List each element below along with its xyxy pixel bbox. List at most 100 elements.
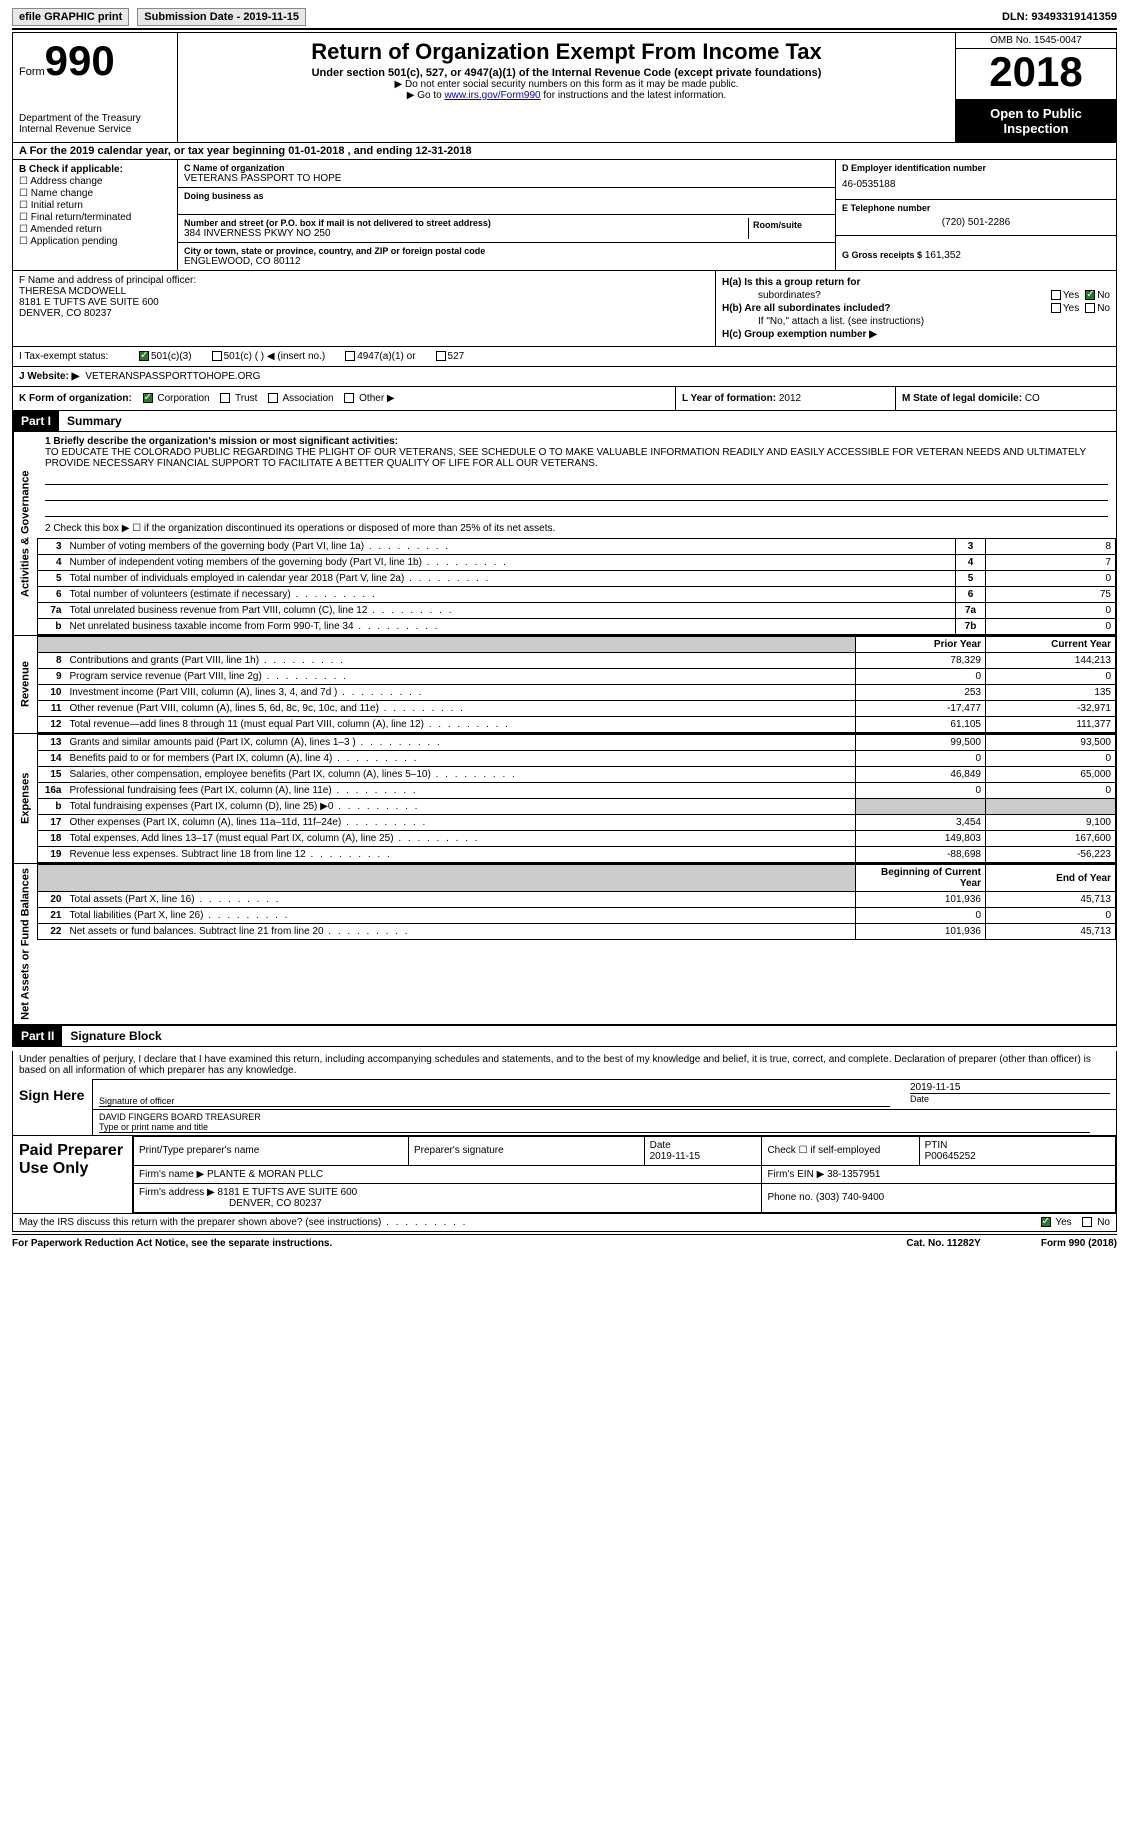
prep-date: 2019-11-15 bbox=[650, 1151, 700, 1162]
form-header: Form990 Department of the Treasury Inter… bbox=[12, 32, 1117, 143]
part1-badge: Part I bbox=[13, 411, 59, 431]
chk-corp[interactable] bbox=[143, 393, 153, 403]
box-m: M State of legal domicile: CO bbox=[896, 387, 1116, 410]
dept-line2: Internal Revenue Service bbox=[19, 124, 171, 135]
chk-initial[interactable]: ☐ Initial return bbox=[19, 200, 171, 211]
ptin-value: P00645252 bbox=[925, 1151, 976, 1162]
firm-addr-label: Firm's address ▶ bbox=[139, 1187, 215, 1198]
opt-corp: Corporation bbox=[157, 393, 209, 404]
may-irs-row: May the IRS discuss this return with the… bbox=[12, 1214, 1117, 1232]
form-org-label: K Form of organization: bbox=[19, 393, 132, 404]
may-irs-no[interactable] bbox=[1082, 1217, 1092, 1227]
box-c: C Name of organization VETERANS PASSPORT… bbox=[178, 160, 836, 270]
chk-amended[interactable]: ☐ Amended return bbox=[19, 224, 171, 235]
no-label2: No bbox=[1097, 303, 1110, 314]
note-post: for instructions and the latest informat… bbox=[541, 90, 727, 101]
tax-status-label: I Tax-exempt status: bbox=[19, 351, 139, 362]
governance-table: 3Number of voting members of the governi… bbox=[37, 538, 1116, 635]
chk-trust[interactable] bbox=[220, 393, 230, 403]
ha-label2: subordinates? bbox=[722, 290, 1051, 301]
note-link: ▶ Go to www.irs.gov/Form990 for instruct… bbox=[184, 90, 949, 101]
header-left: Form990 Department of the Treasury Inter… bbox=[13, 33, 178, 142]
submission-date: Submission Date - 2019-11-15 bbox=[137, 8, 306, 26]
opt-501c: 501(c) ( ) ◀ (insert no.) bbox=[224, 351, 326, 362]
street-value: 384 INVERNESS PKWY NO 250 bbox=[184, 228, 748, 239]
irs-link[interactable]: www.irs.gov/Form990 bbox=[444, 90, 540, 101]
prep-date-label: Date bbox=[650, 1140, 671, 1151]
opt-4947: 4947(a)(1) or bbox=[357, 351, 415, 362]
org-name-label: C Name of organization bbox=[184, 163, 829, 173]
self-employed-check[interactable]: Check ☐ if self-employed bbox=[762, 1136, 919, 1165]
note-pre: ▶ Go to bbox=[407, 90, 445, 101]
chk-501c3[interactable] bbox=[139, 351, 149, 361]
row-j: J Website: ▶ VETERANSPASSPORTTOHOPE.ORG bbox=[12, 367, 1117, 387]
chk-assoc[interactable] bbox=[268, 393, 278, 403]
form-footer: Form 990 (2018) bbox=[1041, 1238, 1117, 1249]
governance-block: Activities & Governance 1 Briefly descri… bbox=[12, 432, 1117, 636]
line2-text: 2 Check this box ▶ ☐ if the organization… bbox=[45, 523, 1108, 534]
hc-label: H(c) Group exemption number ▶ bbox=[722, 329, 877, 340]
sig-date: 2019-11-15 bbox=[910, 1082, 1110, 1093]
firm-name: PLANTE & MORAN PLLC bbox=[207, 1169, 323, 1180]
chk-pending[interactable]: ☐ Application pending bbox=[19, 236, 171, 247]
part1-title: Summary bbox=[59, 411, 130, 431]
chk-name[interactable]: ☐ Name change bbox=[19, 188, 171, 199]
city-value: ENGLEWOOD, CO 80112 bbox=[184, 256, 829, 267]
efile-print-button[interactable]: efile GRAPHIC print bbox=[12, 8, 129, 26]
phone-label: E Telephone number bbox=[842, 203, 1110, 213]
tax-year: 2018 bbox=[956, 49, 1116, 100]
hb-no-check[interactable] bbox=[1085, 303, 1095, 313]
ha-yes-check[interactable] bbox=[1051, 290, 1061, 300]
row-i: I Tax-exempt status: 501(c)(3) 501(c) ( … bbox=[12, 347, 1117, 367]
expenses-block: Expenses 13Grants and similar amounts pa… bbox=[12, 734, 1117, 864]
yes-label: Yes bbox=[1063, 290, 1079, 301]
form-title: Return of Organization Exempt From Incom… bbox=[184, 39, 949, 65]
chk-address[interactable]: ☐ Address change bbox=[19, 176, 171, 187]
date-label: Date bbox=[910, 1093, 1110, 1104]
chk-527[interactable] bbox=[436, 351, 446, 361]
officer-label: F Name and address of principal officer: bbox=[19, 275, 709, 286]
part2-badge: Part II bbox=[13, 1026, 62, 1046]
ha-no-check[interactable] bbox=[1085, 290, 1095, 300]
box-b-header: B Check if applicable: bbox=[19, 164, 171, 175]
room-label: Room/suite bbox=[749, 218, 829, 239]
part2-header-row: Part II Signature Block bbox=[12, 1025, 1117, 1047]
firm-addr2: DENVER, CO 80237 bbox=[139, 1198, 322, 1209]
box-b: B Check if applicable: ☐ Address change … bbox=[13, 160, 178, 270]
firm-addr1: 8181 E TUFTS AVE SUITE 600 bbox=[218, 1187, 358, 1198]
box-h: H(a) Is this a group return for subordin… bbox=[716, 271, 1116, 346]
chk-4947[interactable] bbox=[345, 351, 355, 361]
ein-label: D Employer identification number bbox=[842, 163, 1110, 173]
mission-text: TO EDUCATE THE COLORADO PUBLIC REGARDING… bbox=[45, 447, 1108, 469]
signature-block: Under penalties of perjury, I declare th… bbox=[12, 1051, 1117, 1136]
form-number: 990 bbox=[45, 37, 115, 84]
opt-other: Other ▶ bbox=[359, 393, 394, 404]
form-prefix: Form bbox=[19, 66, 45, 78]
box-d: D Employer identification number 46-0535… bbox=[836, 160, 1116, 270]
ha-label: H(a) Is this a group return for bbox=[722, 277, 860, 288]
hb-yes-check[interactable] bbox=[1051, 303, 1061, 313]
website-label: J Website: ▶ bbox=[19, 371, 79, 382]
chk-other[interactable] bbox=[344, 393, 354, 403]
perjury-declaration: Under penalties of perjury, I declare th… bbox=[13, 1051, 1116, 1079]
section-bcd: B Check if applicable: ☐ Address change … bbox=[12, 160, 1117, 271]
may-irs-yes[interactable] bbox=[1041, 1217, 1051, 1227]
vtab-governance: Activities & Governance bbox=[13, 432, 37, 635]
hb-note: If "No," attach a list. (see instruction… bbox=[722, 316, 1110, 327]
prep-name-label: Print/Type preparer's name bbox=[134, 1136, 409, 1165]
website-value: VETERANSPASSPORTTOHOPE.ORG bbox=[85, 371, 260, 382]
box-k: K Form of organization: Corporation Trus… bbox=[13, 387, 676, 410]
dba-label: Doing business as bbox=[184, 191, 829, 201]
topbar: efile GRAPHIC print Submission Date - 20… bbox=[12, 8, 1117, 30]
chk-final[interactable]: ☐ Final return/terminated bbox=[19, 212, 171, 223]
officer-addr2: DENVER, CO 80237 bbox=[19, 308, 709, 319]
firm-ein: 38-1357951 bbox=[827, 1169, 880, 1180]
box-f: F Name and address of principal officer:… bbox=[13, 271, 716, 346]
part1-header-row: Part I Summary bbox=[12, 411, 1117, 432]
officer-sig-field[interactable]: Signature of officer bbox=[99, 1082, 890, 1107]
receipts-value: 161,352 bbox=[925, 250, 961, 261]
note-ssn: ▶ Do not enter social security numbers o… bbox=[184, 79, 949, 90]
current-year-hdr: Current Year bbox=[986, 637, 1116, 653]
chk-501c[interactable] bbox=[212, 351, 222, 361]
may-irs-text: May the IRS discuss this return with the… bbox=[19, 1217, 467, 1228]
